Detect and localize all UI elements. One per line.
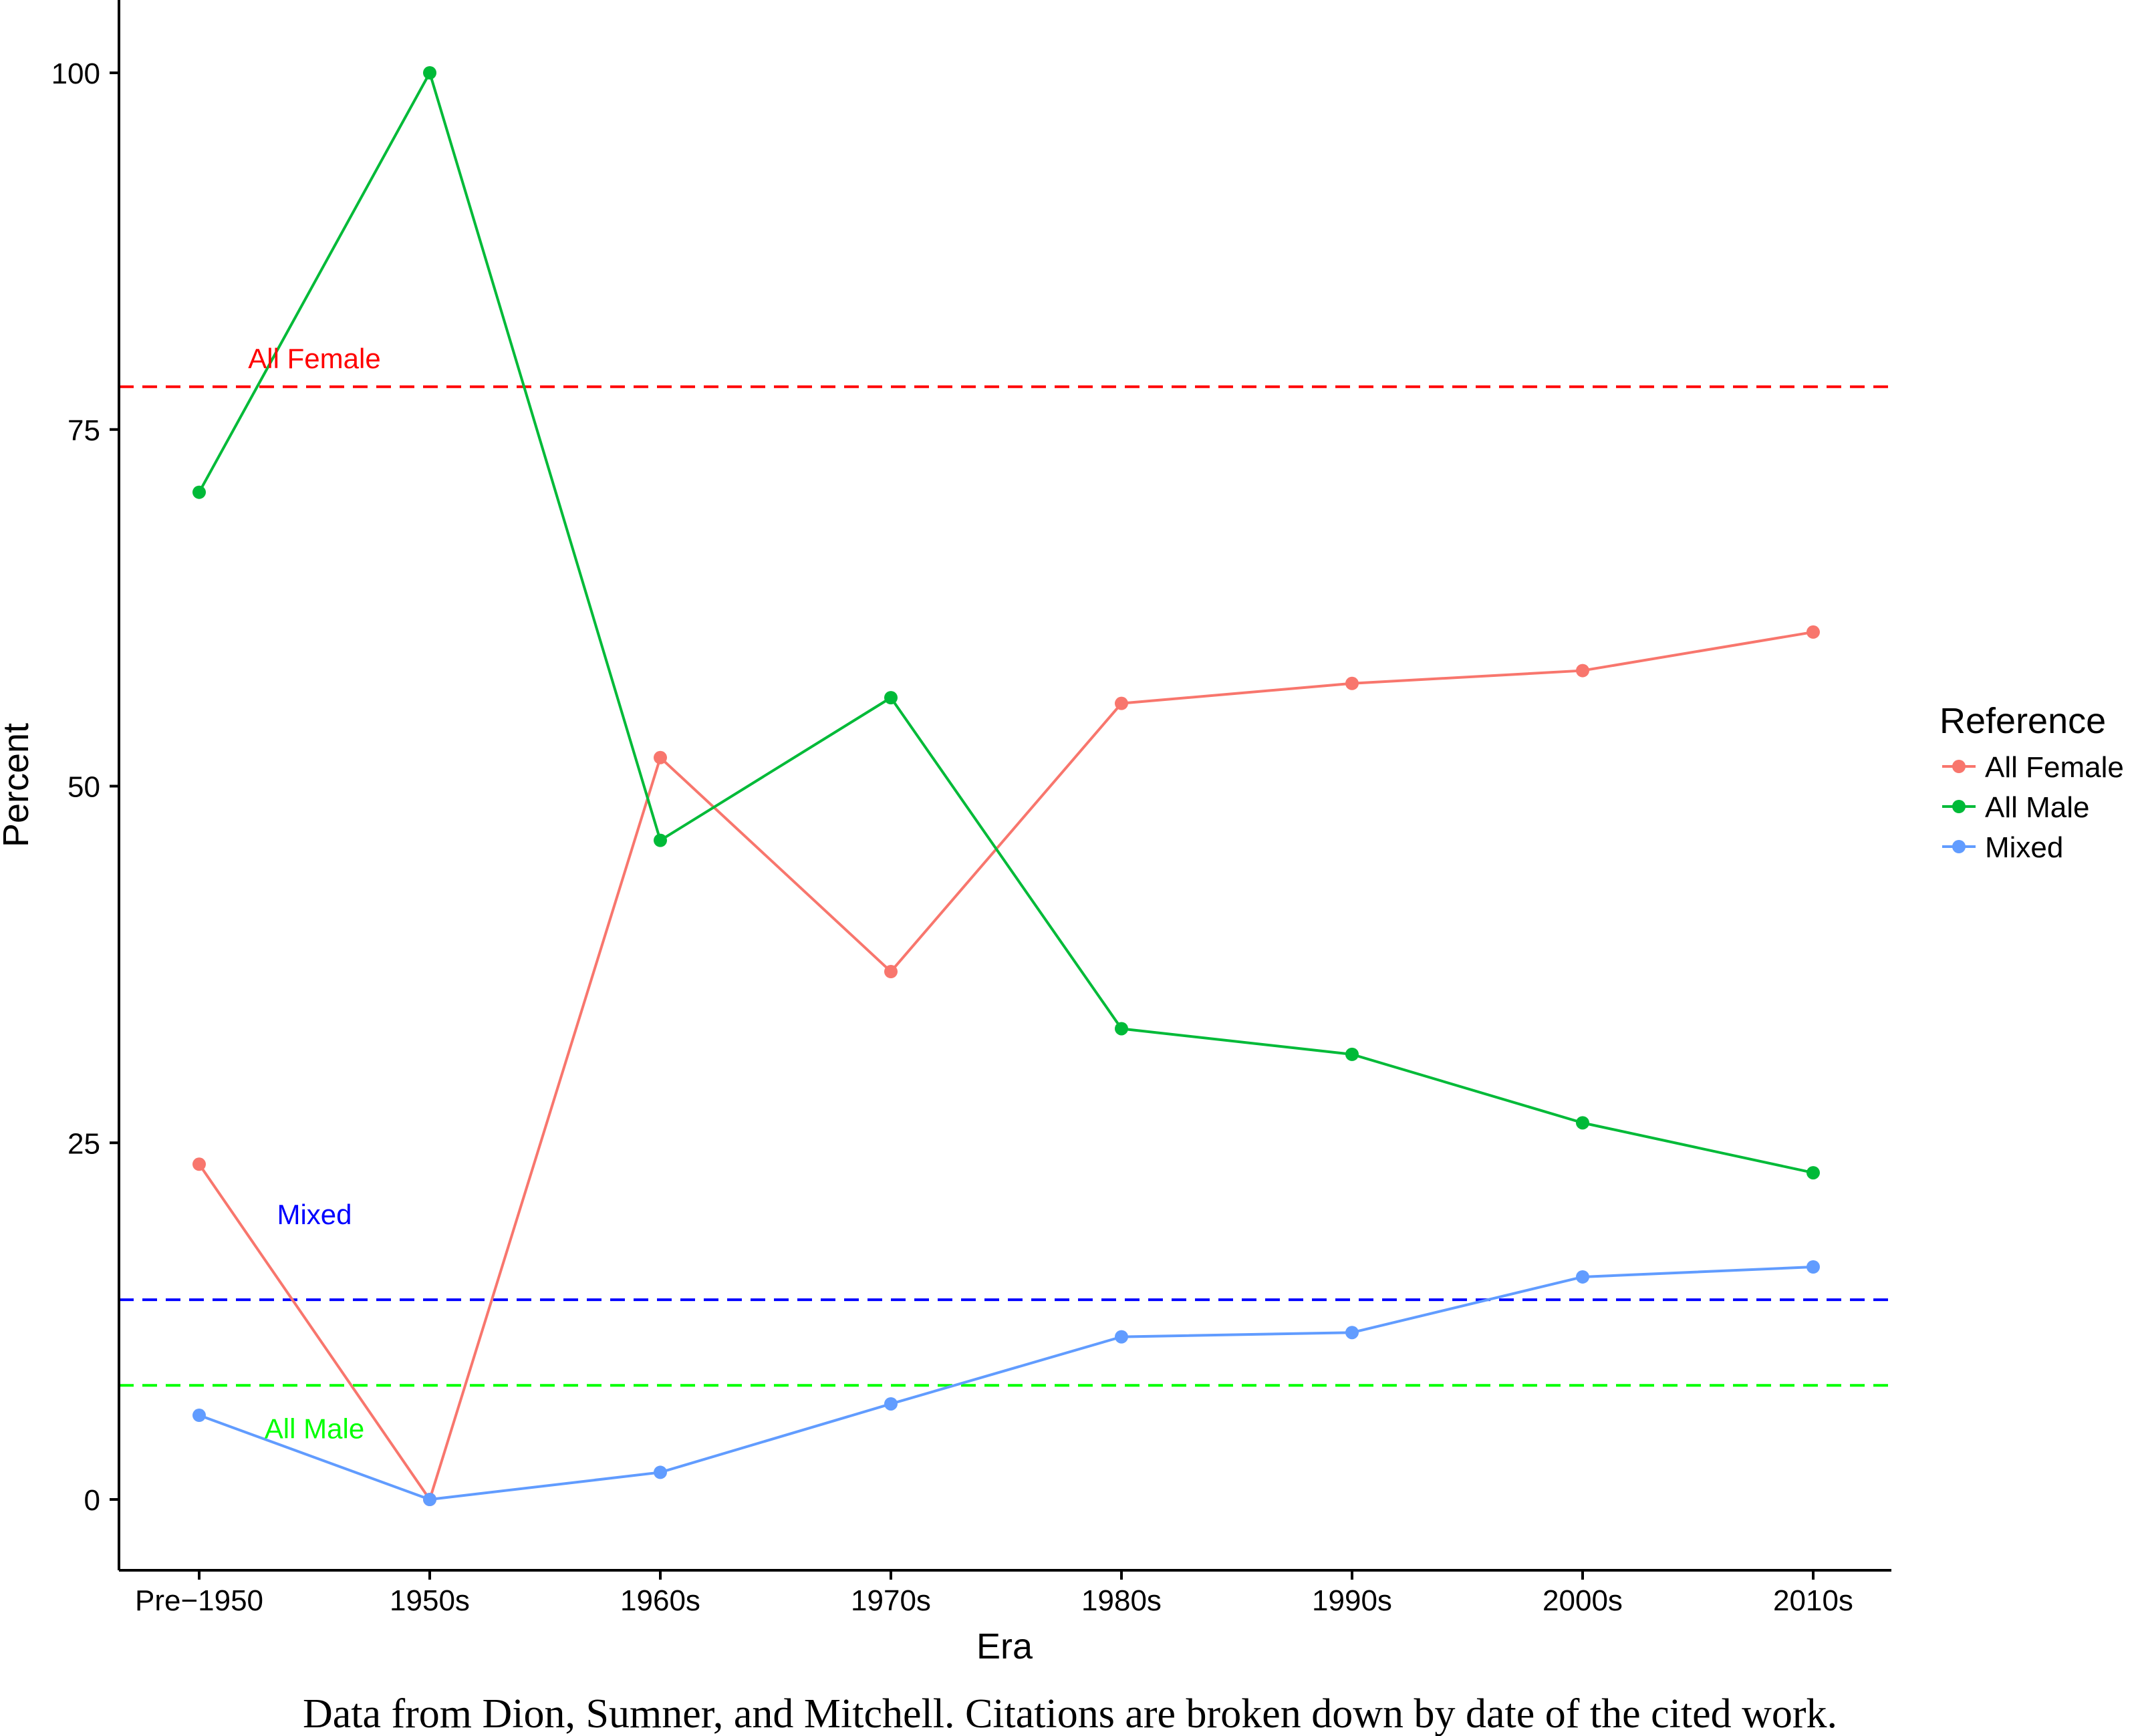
point-mixed-2 xyxy=(654,1465,667,1479)
legend-label-all-male: All Male xyxy=(1985,791,2090,824)
point-mixed-4 xyxy=(1115,1330,1128,1344)
point-mixed-7 xyxy=(1807,1260,1820,1274)
point-all-male-0 xyxy=(192,485,206,499)
point-mixed-5 xyxy=(1345,1326,1359,1340)
point-all-male-4 xyxy=(1115,1022,1128,1036)
x-ticks: Pre−1950 1950s 1960s 1970s 1980s 1990s 2000s 20… xyxy=(135,1570,1853,1617)
x-tick-label: 1990s xyxy=(1312,1584,1392,1617)
point-mixed-1 xyxy=(423,1493,436,1506)
point-mixed-0 xyxy=(192,1409,206,1423)
point-all-female-0 xyxy=(192,1157,206,1171)
series-line-all-female xyxy=(198,630,1814,1501)
x-tick-label: 1960s xyxy=(620,1584,700,1617)
legend: Reference All Female All Male Mixed xyxy=(1940,701,2124,864)
point-all-male-1 xyxy=(423,66,436,80)
point-mixed-6 xyxy=(1576,1270,1589,1284)
legend-label-mixed: Mixed xyxy=(1985,831,2063,864)
point-all-female-4 xyxy=(1115,696,1128,710)
y-tick-label: 75 xyxy=(68,414,100,447)
reference-label-mixed: Mixed xyxy=(277,1199,352,1230)
point-all-female-3 xyxy=(884,965,898,979)
series-points xyxy=(192,66,1820,1506)
point-all-female-2 xyxy=(654,750,667,764)
y-ticks: 0 25 50 75 100 xyxy=(51,57,119,1517)
y-axis-title: Percent xyxy=(0,723,36,847)
point-all-female-5 xyxy=(1345,676,1359,690)
legend-key-point-all-male xyxy=(1952,800,1966,813)
point-all-male-3 xyxy=(884,691,898,705)
caption: Data from Dion, Sumner, and Mitchell. Ci… xyxy=(303,1691,1837,1736)
reference-labels: All Female Mixed All Male xyxy=(248,343,380,1444)
reference-label-all-male: All Male xyxy=(265,1413,364,1444)
point-all-male-2 xyxy=(654,833,667,847)
y-tick-label: 25 xyxy=(68,1127,100,1160)
point-mixed-3 xyxy=(884,1397,898,1411)
point-all-male-6 xyxy=(1576,1116,1589,1130)
x-tick-label: 1950s xyxy=(390,1584,470,1617)
x-tick-label: 2000s xyxy=(1543,1584,1623,1617)
series-line-mixed xyxy=(198,1265,1814,1501)
legend-key-point-all-female xyxy=(1952,760,1966,773)
legend-label-all-female: All Female xyxy=(1985,751,2124,784)
y-tick-label: 50 xyxy=(68,771,100,804)
reference-label-all-female: All Female xyxy=(248,343,380,374)
x-tick-label: 2010s xyxy=(1773,1584,1853,1617)
series-line-all-male xyxy=(198,71,1814,1175)
y-tick-label: 0 xyxy=(84,1484,100,1517)
legend-key-point-mixed xyxy=(1952,840,1966,853)
axes xyxy=(118,0,1891,1572)
x-tick-label: 1980s xyxy=(1081,1584,1162,1617)
point-all-female-7 xyxy=(1807,625,1820,639)
point-all-female-6 xyxy=(1576,664,1589,678)
x-tick-label: Pre−1950 xyxy=(135,1584,263,1617)
series-lines xyxy=(198,71,1814,1501)
reference-lines xyxy=(119,385,1891,1387)
x-tick-label: 1970s xyxy=(851,1584,931,1617)
point-all-male-7 xyxy=(1807,1166,1820,1180)
x-axis-title: Era xyxy=(976,1626,1033,1667)
y-tick-label: 100 xyxy=(51,57,100,90)
legend-title: Reference xyxy=(1940,701,2106,741)
point-all-male-5 xyxy=(1345,1047,1359,1061)
